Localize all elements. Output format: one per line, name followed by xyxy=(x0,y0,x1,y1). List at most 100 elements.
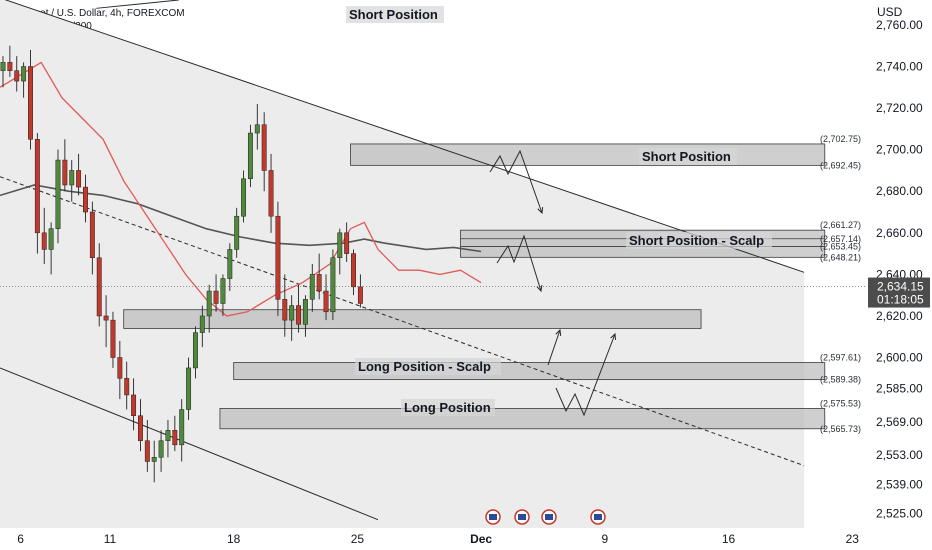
projection-long-arrow-head xyxy=(610,332,617,341)
candle-body xyxy=(172,430,178,446)
time-tick-label: 18 xyxy=(227,532,241,546)
candle-body xyxy=(41,232,47,250)
candle xyxy=(357,274,363,308)
projection-long-arrow xyxy=(555,333,616,417)
currency-label: USD xyxy=(877,5,903,19)
candle-body xyxy=(227,249,233,279)
candle-body xyxy=(323,290,329,313)
time-tick-label: 9 xyxy=(601,532,608,546)
candle-body xyxy=(151,457,157,462)
title-short-position-label: Short Position xyxy=(349,7,438,22)
candle xyxy=(110,311,116,368)
candle xyxy=(220,274,226,316)
candle-body xyxy=(62,159,68,186)
candle-body xyxy=(69,170,75,186)
zone-gray xyxy=(123,309,702,329)
projection-long-scalp-arrow xyxy=(547,329,561,366)
candle xyxy=(165,419,171,458)
candle-body xyxy=(268,170,274,217)
candle-body xyxy=(302,299,308,325)
short-position-label-bg xyxy=(639,148,737,165)
candle-body xyxy=(0,62,6,71)
candle-body xyxy=(275,215,281,300)
channel-top-edge-line xyxy=(96,0,179,9)
zone-mid-label: (2,657.14) xyxy=(820,234,861,244)
price-tick-label: 2,700.00 xyxy=(876,143,923,157)
flag-icon-inner xyxy=(594,514,602,520)
candle-body xyxy=(117,357,123,379)
candle xyxy=(144,419,150,472)
candle xyxy=(117,340,123,400)
price-tick-label: 2,539.00 xyxy=(876,477,923,491)
candle xyxy=(103,295,109,348)
candle-body xyxy=(55,159,61,229)
candle-body xyxy=(357,286,363,304)
candle-body xyxy=(282,299,288,321)
candle-body xyxy=(220,278,226,304)
candle xyxy=(323,274,329,321)
zone-high-label: (2,702.75) xyxy=(820,134,861,144)
candle xyxy=(83,174,88,223)
projection-arrows xyxy=(489,149,617,417)
candle xyxy=(0,56,6,88)
candle xyxy=(268,153,274,233)
candle xyxy=(344,222,350,262)
projection-long-scalp-arrow-head xyxy=(555,328,562,337)
candle xyxy=(48,222,54,275)
price-tick-label: 2,525.00 xyxy=(876,506,923,520)
candle xyxy=(172,415,178,452)
candle-body xyxy=(186,367,192,410)
flag-icon-inner xyxy=(518,514,526,520)
candle xyxy=(158,430,164,472)
candle xyxy=(89,201,95,275)
candle-body xyxy=(247,132,253,180)
candle-body xyxy=(351,253,356,288)
candle xyxy=(7,45,13,77)
time-tick-label: 25 xyxy=(351,532,365,546)
candle xyxy=(227,243,233,292)
candle xyxy=(330,249,336,321)
channel-upper-line xyxy=(4,0,805,273)
candles xyxy=(0,45,363,483)
candle xyxy=(213,274,219,312)
candle xyxy=(41,207,47,264)
candle-body xyxy=(206,290,212,317)
projection-short-arrow-head xyxy=(537,206,544,215)
trend-lines xyxy=(0,0,805,521)
candle-body xyxy=(296,305,301,325)
candle-body xyxy=(96,257,102,317)
candle-body xyxy=(34,139,40,234)
price-tick-label: 2,600.00 xyxy=(876,351,923,365)
projection-scalp-arrow-head xyxy=(536,284,543,293)
candle xyxy=(289,295,295,341)
candle xyxy=(14,56,20,92)
price-axis-bg xyxy=(866,0,932,550)
zone-high-label: (2,661.27) xyxy=(820,220,861,230)
candle-body xyxy=(21,66,27,82)
candle xyxy=(206,284,212,333)
candle-body xyxy=(199,315,205,333)
price-tick-label: 2,760.00 xyxy=(876,18,923,32)
channel-fill xyxy=(0,0,805,528)
chart-symbol-title: Gold Spot / U.S. Dollar, 4h, FOREXCOM xyxy=(4,8,185,19)
candle-body xyxy=(165,430,171,441)
zone-low-label: (2,589.38) xyxy=(820,375,861,385)
candle-body xyxy=(158,440,164,458)
zone-low-label: (2,692.45) xyxy=(820,160,861,170)
candle xyxy=(179,399,185,462)
candle xyxy=(241,170,247,223)
candle xyxy=(254,103,260,150)
candle xyxy=(96,243,102,327)
candle xyxy=(261,112,267,192)
candle xyxy=(282,274,288,337)
candle xyxy=(62,139,68,192)
chart-background xyxy=(0,0,805,528)
time-tick-label: 16 xyxy=(722,532,736,546)
candle-body xyxy=(28,66,33,140)
candle xyxy=(131,378,137,431)
candle-body xyxy=(289,305,295,321)
candle-body xyxy=(344,232,350,254)
candle-body xyxy=(83,186,88,213)
